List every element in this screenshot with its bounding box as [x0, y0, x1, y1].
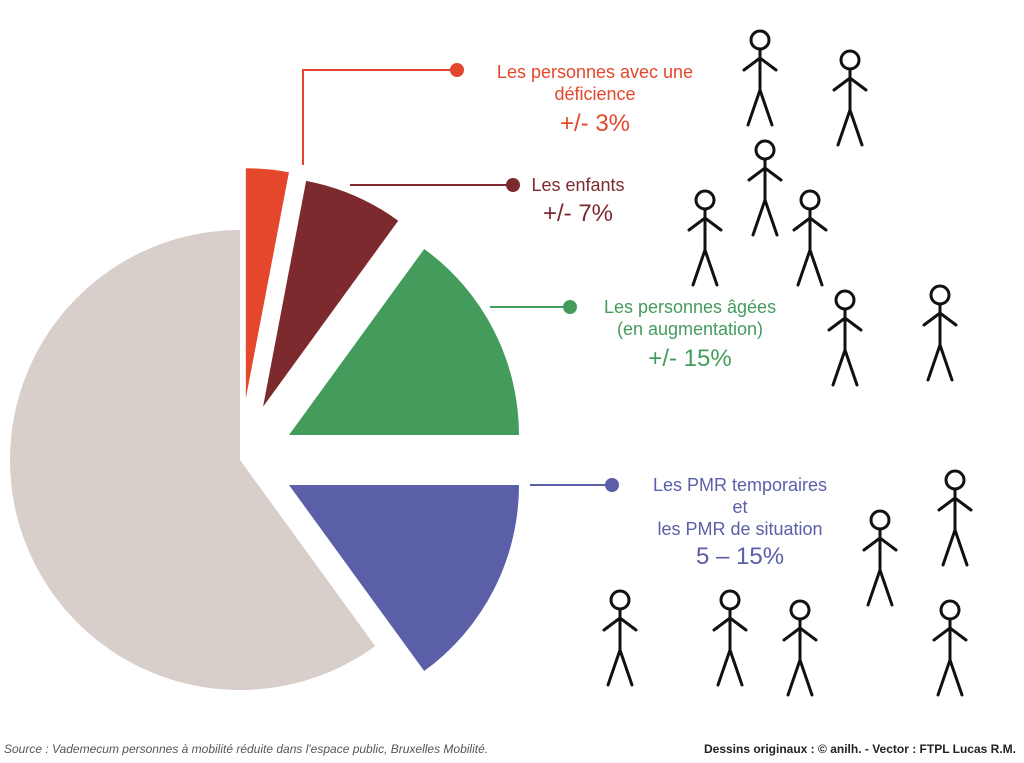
source-note: Source : Vademecum personnes à mobilité …: [4, 742, 489, 756]
pictogram-body: [602, 608, 638, 687]
pie-slice: [289, 248, 520, 436]
value-label: 5 – 15%: [695, 543, 785, 570]
slice-label: Les personnes avec une déficience: [496, 62, 694, 104]
pictogram-head: [754, 139, 776, 161]
pictogram: [792, 189, 828, 287]
pictogram-body: [937, 488, 973, 567]
pictogram-body: [862, 528, 898, 607]
leader-dot: [563, 300, 577, 314]
pictogram-head: [839, 49, 861, 71]
leader-dot: [506, 178, 520, 192]
pictogram-body: [827, 308, 863, 387]
pictogram-body: [922, 303, 958, 382]
pictogram: [827, 289, 863, 387]
leader-dot: [450, 63, 464, 77]
pictogram-head: [799, 189, 821, 211]
pictogram-head: [944, 469, 966, 491]
pie-slice: [245, 168, 289, 399]
slice-label: Les PMR temporaires et les PMR de situat…: [652, 475, 828, 539]
leader-dot: [605, 478, 619, 492]
pictogram-head: [929, 284, 951, 306]
slice-label: Les enfants: [531, 175, 625, 195]
value-label: +/- 3%: [559, 110, 631, 137]
leader-line: [302, 69, 457, 165]
pictogram-head: [749, 29, 771, 51]
pictogram-head: [939, 599, 961, 621]
pictogram-body: [932, 618, 968, 697]
pictogram-body: [782, 618, 818, 697]
pictogram-head: [609, 589, 631, 611]
value-label: +/- 15%: [648, 345, 732, 372]
pictogram: [687, 189, 723, 287]
pictogram: [937, 469, 973, 567]
pictogram: [747, 139, 783, 237]
pictogram: [782, 599, 818, 697]
credit-note: Dessins originaux : © anilh. - Vector : …: [703, 742, 1016, 756]
pictogram-head: [789, 599, 811, 621]
pictogram: [602, 589, 638, 687]
pictogram-head: [834, 289, 856, 311]
slice-label: Les personnes âgées (en augmentation): [603, 297, 777, 339]
value-label: +/- 7%: [542, 200, 614, 227]
pictogram: [832, 49, 868, 147]
pie-slice: [9, 230, 376, 691]
pictogram-head: [694, 189, 716, 211]
pictogram: [932, 599, 968, 697]
pictogram-body: [747, 158, 783, 237]
pictogram: [862, 509, 898, 607]
pie-slice: [263, 180, 399, 407]
pictogram-body: [742, 48, 778, 127]
pictogram-body: [712, 608, 748, 687]
pie-slice: [289, 484, 520, 672]
pictogram: [742, 29, 778, 127]
pictogram-body: [687, 208, 723, 287]
pictogram-head: [719, 589, 741, 611]
pictogram: [712, 589, 748, 687]
pictogram-body: [792, 208, 828, 287]
pictogram: [922, 284, 958, 382]
pictogram-body: [832, 68, 868, 147]
pictogram-head: [869, 509, 891, 531]
